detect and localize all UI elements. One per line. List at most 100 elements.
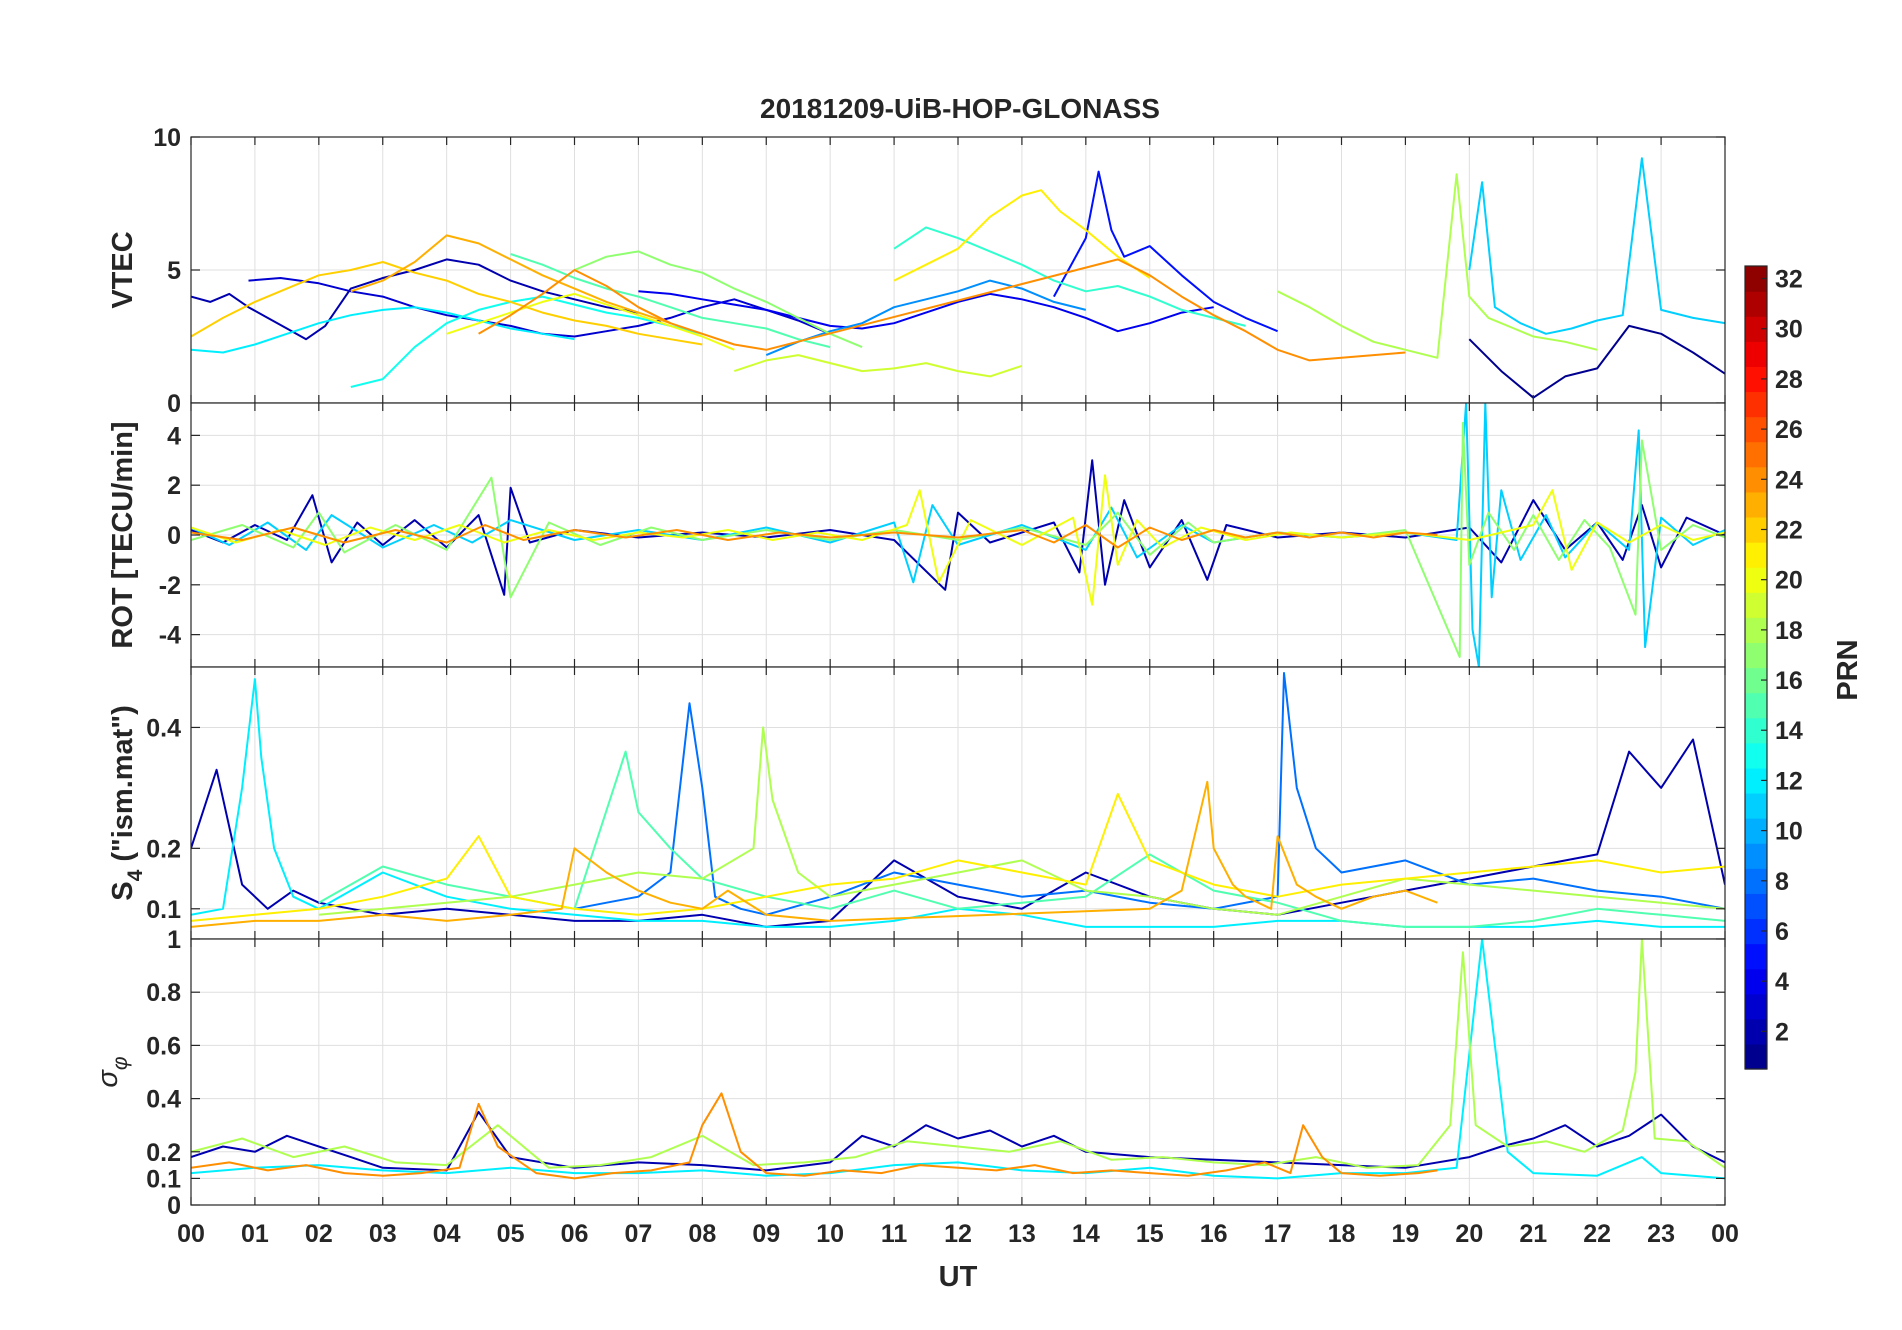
- colorbar-segment: [1745, 717, 1767, 744]
- colorbar-segment: [1745, 391, 1767, 418]
- y-tick-label: 0.6: [146, 1032, 181, 1060]
- y-tick-label: -4: [159, 622, 181, 650]
- colorbar-segment: [1745, 767, 1767, 794]
- series-line-prn-18: [318, 726, 1725, 916]
- series-line-prn-12: [191, 306, 575, 354]
- series-line-prn-19: [733, 354, 1023, 378]
- colorbar-segment: [1745, 692, 1767, 719]
- series-line-prn-11: [1468, 157, 1725, 335]
- colorbar-tick-label: 18: [1775, 617, 1803, 645]
- colorbar-segment: [1745, 567, 1767, 593]
- x-tick-label: 15: [1136, 1220, 1164, 1248]
- series-line-prn-18: [1277, 173, 1598, 359]
- colorbar-segment: [1745, 1018, 1767, 1045]
- series-group: [191, 403, 1725, 667]
- x-tick-label: 01: [241, 1220, 269, 1248]
- panel-sigma: 00.10.2 0.4 0.6 0.8 1 σφ: [92, 926, 1726, 1220]
- colorbar-segment: [1745, 491, 1767, 518]
- x-tick-label: 00: [1711, 1220, 1739, 1248]
- colorbar-segment: [1745, 742, 1767, 769]
- colorbar-tick-label: 12: [1775, 767, 1803, 795]
- series-line-prn-4: [638, 290, 1214, 333]
- y-axis-label-sigma: σφ: [92, 1056, 132, 1088]
- colorbar-label: PRN: [1832, 639, 1864, 700]
- y-tick-label: 2: [167, 472, 181, 500]
- series-line-prn-11: [191, 403, 1725, 667]
- colorbar-tick-label: 6: [1775, 918, 1789, 946]
- series-line-prn-12: [191, 939, 1725, 1180]
- colorbar-tick-label: 30: [1775, 316, 1803, 344]
- colorbar-tick-label: 20: [1775, 567, 1803, 595]
- x-tick-label: 07: [625, 1220, 653, 1248]
- series-line-prn-23: [191, 780, 1438, 928]
- colorbar-segment: [1745, 918, 1767, 945]
- y-tick-label: 4: [167, 422, 181, 450]
- panel-s4: 0.1 0.2 0.4S4 ("ism.mat"): [107, 666, 1726, 940]
- series-group: [191, 157, 1725, 399]
- x-tick-label: 19: [1392, 1220, 1420, 1248]
- x-tick-label: 04: [433, 1220, 461, 1248]
- y-axis-label-vtec: VTEC: [107, 231, 139, 308]
- colorbar-segment: [1745, 1043, 1767, 1070]
- colorbar-segment: [1745, 642, 1767, 669]
- colorbar-segment: [1745, 868, 1767, 894]
- colorbar-tick-label: 16: [1775, 667, 1803, 695]
- colorbar-segment: [1745, 667, 1767, 694]
- colorbar-segment: [1745, 266, 1767, 292]
- series-line-prn-2: [191, 1110, 1725, 1172]
- colorbar-segment: [1745, 818, 1767, 844]
- y-tick-label: 0: [167, 390, 181, 418]
- series-line-prn-20: [191, 474, 1725, 606]
- series-line-prn-24: [478, 258, 1406, 362]
- x-tick-label: 11: [881, 1220, 908, 1248]
- series-group: [191, 939, 1725, 1180]
- colorbar-segment: [1745, 366, 1767, 393]
- x-tick-label: 10: [816, 1220, 844, 1248]
- y-tick-label: 10: [153, 124, 181, 152]
- series-line-prn-13: [350, 295, 703, 388]
- chart-title: 20181209-UiB-HOP-GLONASS: [760, 93, 1160, 124]
- colorbar-tick-label: 24: [1775, 466, 1803, 494]
- series-line-prn-21: [191, 792, 1725, 922]
- colorbar-tick-label: 26: [1775, 416, 1803, 444]
- colorbar-segment: [1745, 516, 1767, 543]
- y-tick-label: 5: [167, 257, 181, 285]
- series-line-prn-20: [446, 292, 735, 351]
- y-tick-label: 0.1: [146, 1165, 181, 1193]
- colorbar-segment: [1745, 466, 1767, 493]
- x-tick-label: 03: [369, 1220, 397, 1248]
- y-tick-label: 0: [167, 1192, 181, 1220]
- y-tick-label: 0.4: [146, 714, 181, 742]
- colorbar-tick-label: 32: [1775, 266, 1803, 294]
- colorbar-tick-label: 8: [1775, 868, 1789, 896]
- colorbar-segment: [1745, 968, 1767, 995]
- colorbar-segment: [1745, 341, 1767, 367]
- colorbar-segment: [1745, 893, 1767, 920]
- series-line-prn-24: [191, 1092, 1438, 1180]
- series-line-prn-2: [191, 258, 639, 341]
- colorbar-segment: [1745, 792, 1767, 819]
- x-tick-label: 17: [1264, 1220, 1292, 1248]
- colorbar-segment: [1745, 291, 1767, 317]
- panel-vtec: 0 5 10 VTEC: [107, 124, 1726, 418]
- x-tick-label: 23: [1647, 1220, 1675, 1248]
- series-line-prn-5: [1053, 170, 1278, 333]
- y-tick-label: 1: [167, 926, 181, 954]
- x-tick-label: 13: [1008, 1220, 1036, 1248]
- series-line-prn-21: [893, 189, 1151, 282]
- x-tick-label: 14: [1072, 1220, 1100, 1248]
- x-tick-label: 16: [1200, 1220, 1228, 1248]
- colorbar-tick-label: 14: [1775, 717, 1803, 745]
- x-axis: 00 01 02 03 04 05 06 07 08 09 10 11 12 13 14 15 16 17 18 19…: [177, 1220, 1739, 1248]
- x-tick-label: 02: [305, 1220, 333, 1248]
- y-tick-label: 0.1: [146, 896, 181, 924]
- colorbar-tick-label: 22: [1775, 516, 1803, 544]
- x-tick-label: 08: [688, 1220, 716, 1248]
- colorbar-tick-label: 4: [1775, 968, 1789, 996]
- y-tick-label: 0.2: [146, 1139, 181, 1167]
- colorbar-tick-label: 10: [1775, 818, 1803, 846]
- x-tick-label: 12: [944, 1220, 972, 1248]
